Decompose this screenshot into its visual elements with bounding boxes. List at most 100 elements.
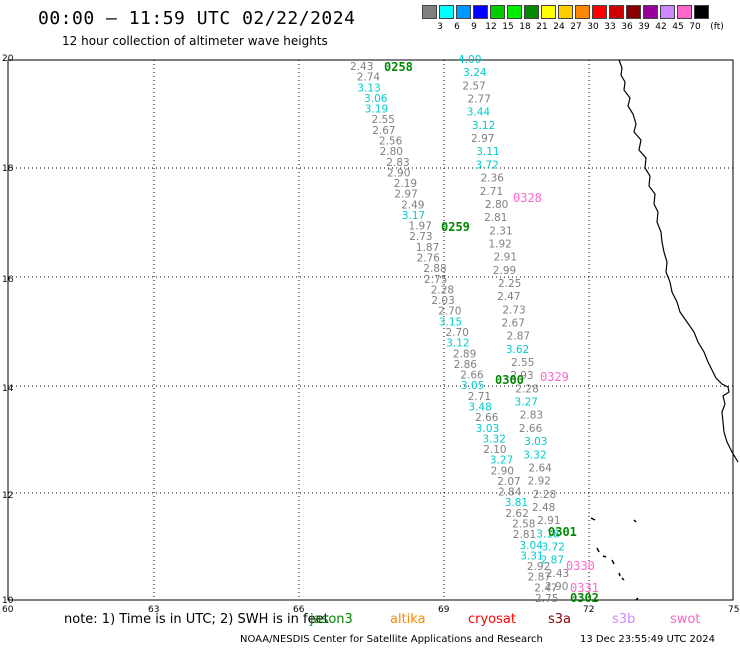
legend-label: 36	[621, 22, 633, 32]
legend-label: 21	[536, 22, 548, 32]
swh-value: 2.66	[475, 412, 499, 424]
legend-swatch	[473, 5, 488, 19]
satellite-key-cryosat: cryosat	[468, 612, 516, 627]
legend-label: 33	[604, 22, 616, 32]
swh-value: 2.73	[409, 231, 432, 243]
swh-value: 2.58	[512, 519, 535, 531]
swh-value: 2.28	[431, 284, 454, 296]
swh-value: 1.92	[488, 238, 511, 250]
swh-value: 4.00	[458, 54, 481, 66]
legend-label: 18	[519, 22, 531, 32]
swh-value: 2.88	[423, 263, 446, 275]
pass-time-label: 0331	[570, 581, 599, 595]
swh-value: 2.91	[537, 515, 560, 527]
swh-value: 3.13	[357, 82, 380, 94]
swh-value: 2.80	[485, 199, 508, 211]
pass-time-label: 0258	[384, 60, 413, 74]
swh-value: 2.03	[431, 295, 454, 307]
swh-value: 2.28	[533, 489, 556, 501]
legend-swatch	[507, 5, 522, 19]
longitude-label: 72	[583, 605, 594, 615]
pass-time-label: 0300	[495, 373, 524, 387]
swh-value: 3.32	[483, 433, 506, 445]
swh-value: 2.91	[494, 252, 517, 264]
satellite-key-jason3: jason3	[310, 612, 353, 627]
swh-value: 3.17	[402, 210, 425, 222]
generated-timestamp: 13 Dec 23:55:49 UTC 2024	[580, 634, 715, 645]
swh-value: 3.11	[476, 146, 499, 158]
swh-value: 2.75	[424, 274, 447, 286]
latitude-label: 16	[2, 275, 14, 285]
legend-swatch	[592, 5, 607, 19]
swh-value: 2.97	[394, 189, 417, 201]
swh-value: 2.87	[528, 572, 551, 584]
swh-value: 2.55	[372, 114, 395, 126]
swh-value: 2.70	[438, 306, 461, 318]
pass-time-label: 0329	[540, 370, 569, 384]
pass-time-label: 0259	[441, 220, 470, 234]
legend-label: 45	[672, 22, 684, 32]
swh-value: 3.27	[515, 397, 538, 409]
legend-swatch	[456, 5, 471, 19]
swh-value: 2.76	[417, 253, 441, 265]
legend-label: 42	[655, 22, 667, 32]
swh-value: 2.47	[497, 291, 520, 303]
legend-label: 39	[638, 22, 650, 32]
swh-value: 3.62	[506, 344, 529, 356]
legend-swatch	[609, 5, 624, 19]
swh-value: 3.32	[523, 449, 546, 461]
legend-swatch	[575, 5, 590, 19]
legend-label: 6	[454, 22, 460, 32]
swh-value: 2.74	[357, 72, 381, 84]
swh-value: 2.31	[489, 225, 512, 237]
swh-value: 2.43	[546, 568, 569, 580]
swh-value: 3.03	[476, 423, 499, 435]
legend-swatch	[643, 5, 658, 19]
legend-swatch	[626, 5, 641, 19]
swh-value: 3.19	[365, 104, 388, 116]
swh-value: 3.81	[505, 497, 528, 509]
swh-value: 3.12	[472, 120, 495, 132]
legend-swatch	[694, 5, 709, 19]
swh-value: 3.06	[364, 93, 388, 105]
legend-swatch	[422, 5, 437, 19]
map-title: 00:00 – 11:59 UTC 02/22/2024	[38, 8, 356, 29]
swh-value: 2.71	[468, 391, 491, 403]
swh-value: 2.90	[491, 465, 514, 477]
swh-value: 2.66	[460, 370, 484, 382]
swh-value: 3.15	[439, 316, 462, 328]
swh-value: 2.67	[372, 125, 395, 137]
swh-value: 3.03	[524, 436, 547, 448]
coastline	[618, 59, 739, 463]
island	[618, 572, 621, 577]
swh-value: 3.72	[541, 541, 564, 553]
legend-label: 9	[471, 22, 477, 32]
credit-line: NOAA/NESDIS Center for Satellite Applica…	[240, 634, 543, 645]
legend-swatch	[439, 5, 454, 19]
swh-value: 2.57	[462, 80, 485, 92]
longitude-label: 60	[2, 605, 14, 615]
satellite-key-altika: altika	[390, 612, 426, 627]
pass-time-label: 0302	[570, 591, 599, 605]
swh-value: 2.81	[513, 529, 536, 541]
pass-time-label: 0301	[548, 525, 577, 539]
swh-value: 1.97	[409, 221, 432, 233]
legend-swatch	[524, 5, 539, 19]
island	[602, 555, 607, 558]
satellite-key-s3a: s3a	[548, 612, 572, 627]
swh-value: 2.64	[528, 462, 552, 474]
map-frame	[7, 59, 734, 601]
swh-value: 1.87	[416, 242, 439, 254]
swh-value: 2.19	[394, 178, 417, 190]
swh-value: 3.12	[446, 338, 469, 350]
island	[596, 547, 600, 553]
swh-value: 2.83	[386, 157, 409, 169]
swh-value: 2.36	[481, 173, 505, 185]
swh-value: 2.55	[511, 357, 534, 369]
swh-value: 3.44	[467, 107, 491, 119]
swh-value: 2.87	[541, 555, 564, 567]
swh-value: 2.97	[471, 133, 494, 145]
swh-value: 2.90	[387, 167, 410, 179]
swh-value: 3.24	[463, 67, 487, 79]
